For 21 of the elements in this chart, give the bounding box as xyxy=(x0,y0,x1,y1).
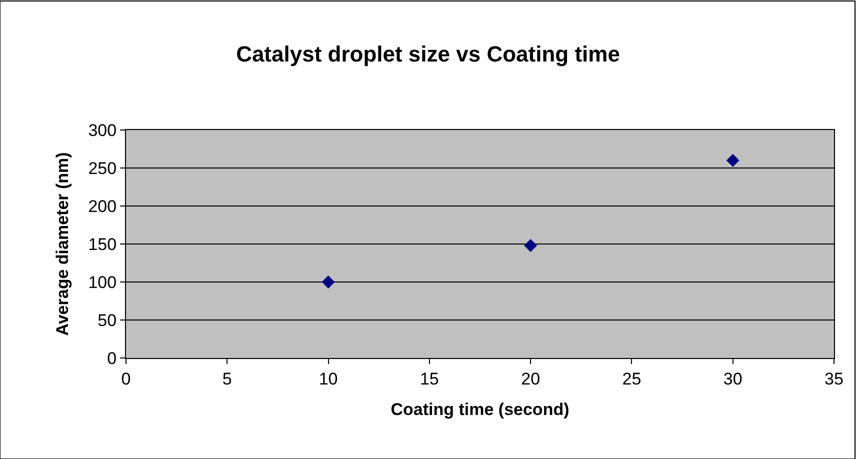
x-tick-label: 25 xyxy=(622,369,642,388)
y-tick-label: 200 xyxy=(88,196,117,216)
x-tick-label: 30 xyxy=(723,369,742,388)
point xyxy=(726,154,740,167)
y-tick-label: 300 xyxy=(88,120,117,140)
point xyxy=(524,239,538,252)
y-tick-label: 150 xyxy=(88,234,117,254)
x-tick-label: 35 xyxy=(824,369,844,388)
x-tick-label: 15 xyxy=(420,369,439,388)
y-tick-label: 50 xyxy=(98,310,117,330)
x-tick-label: 10 xyxy=(318,369,338,388)
y-tick-label: 250 xyxy=(88,158,117,178)
point xyxy=(322,276,335,288)
x-axis-title: Coating time (second) xyxy=(390,400,570,419)
x-tick-label: 0 xyxy=(121,369,131,388)
chart-title: Catalyst droplet size vs Coating time xyxy=(236,41,620,66)
y-axis-title: Average diameter (nm) xyxy=(52,152,72,336)
x-tick-label: 20 xyxy=(521,369,540,388)
x-tick-label: 5 xyxy=(222,369,232,388)
y-tick-label: 100 xyxy=(88,272,117,292)
y-tick-label: 0 xyxy=(107,348,117,368)
